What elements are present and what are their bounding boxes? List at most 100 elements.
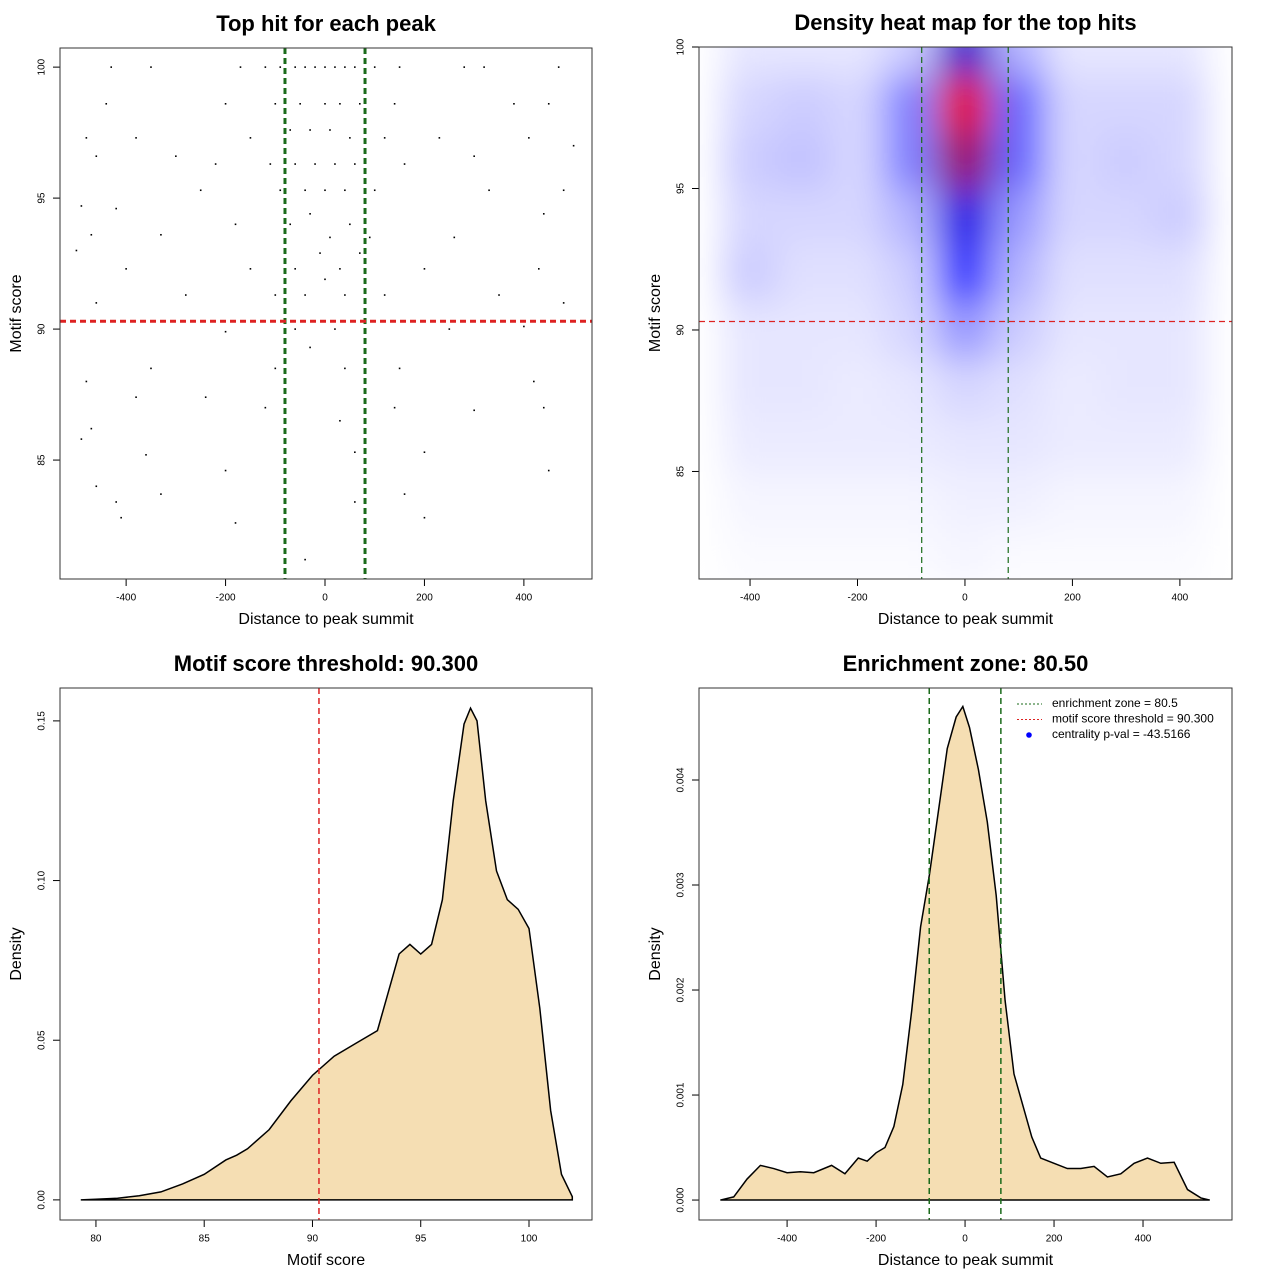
- point: [204, 396, 207, 398]
- point: [334, 163, 336, 165]
- y-axis-label: Motif score: [647, 274, 664, 352]
- point: [398, 367, 401, 370]
- point: [224, 102, 227, 105]
- heat-cell: [1152, 301, 1208, 359]
- point: [542, 406, 545, 409]
- point: [562, 189, 565, 192]
- heat-cell: [830, 187, 885, 246]
- point: [85, 137, 88, 139]
- point: [344, 367, 346, 370]
- point: [95, 302, 98, 304]
- point: [90, 233, 93, 236]
- point: [95, 485, 98, 488]
- heat-cell: [776, 244, 832, 303]
- y-tick-label: 85: [37, 454, 48, 466]
- point: [184, 294, 187, 296]
- point: [334, 328, 336, 330]
- heat-cell: [883, 470, 939, 529]
- point: [448, 328, 451, 330]
- y-tick-label: 0.15: [37, 711, 48, 731]
- legend-label: centrality p-val = -43.5166: [1052, 727, 1191, 741]
- heat-cell: [830, 357, 885, 416]
- x-axis-label: Distance to peak summit: [238, 611, 414, 628]
- legend-point: [1026, 732, 1032, 738]
- heat-cell: [776, 357, 832, 416]
- heat-cell: [776, 527, 832, 579]
- point: [224, 330, 227, 333]
- y-tick-label: 95: [37, 192, 48, 204]
- point: [403, 163, 406, 165]
- point: [562, 302, 565, 304]
- heat-cell: [830, 74, 885, 133]
- x-tick-label: -400: [777, 1234, 797, 1245]
- point: [269, 163, 272, 165]
- point: [354, 163, 356, 165]
- legend-label: enrichment zone = 80.5: [1052, 696, 1178, 710]
- heat-cell: [937, 357, 993, 416]
- heat-cell: [1152, 187, 1208, 246]
- heat-cell: [937, 47, 993, 76]
- point: [393, 406, 396, 409]
- heat-cell: [722, 244, 778, 303]
- point: [324, 278, 326, 281]
- point: [120, 516, 122, 519]
- point: [234, 522, 237, 524]
- heat-cell: [1098, 357, 1154, 416]
- heat-cell: [937, 527, 993, 579]
- heat-cell: [776, 74, 832, 133]
- density-area: [80, 706, 574, 1201]
- heat-cell: [1045, 414, 1100, 472]
- heat-cell: [1098, 47, 1154, 76]
- point: [473, 409, 475, 412]
- x-tick-label: 200: [1046, 1234, 1063, 1245]
- plot-box: [698, 46, 1233, 580]
- point: [538, 268, 540, 270]
- point: [393, 102, 396, 105]
- point: [473, 155, 475, 157]
- heat-cell: [722, 301, 778, 359]
- point: [423, 268, 426, 270]
- point: [304, 66, 306, 68]
- heat-cell: [1152, 244, 1208, 303]
- point: [344, 294, 346, 296]
- point: [80, 205, 83, 207]
- point: [547, 469, 550, 472]
- heat-cell: [722, 357, 778, 416]
- heat-cell: [1098, 187, 1154, 246]
- heat-cell: [830, 470, 885, 529]
- heat-cell: [937, 470, 993, 529]
- point: [115, 207, 117, 210]
- point: [160, 233, 162, 236]
- heat-cell: [991, 244, 1047, 303]
- heatmap: [722, 47, 1208, 579]
- y-tick-label: 95: [676, 182, 687, 194]
- point: [160, 493, 162, 495]
- heat-cell: [1045, 527, 1100, 579]
- x-tick-label: -200: [866, 1234, 886, 1245]
- heat-cell: [1098, 414, 1154, 472]
- point: [145, 454, 147, 456]
- x-tick-label: 80: [90, 1234, 102, 1245]
- point: [324, 66, 326, 68]
- y-tick-label: 0.000: [676, 1187, 687, 1212]
- heat-cell: [883, 244, 939, 303]
- heat-cell: [830, 301, 885, 359]
- heat-cell: [991, 527, 1047, 579]
- density-area: [720, 704, 1210, 1201]
- point: [150, 66, 152, 68]
- point: [314, 66, 316, 68]
- heat-cell: [991, 187, 1047, 246]
- x-tick-label: 85: [199, 1234, 211, 1245]
- point: [294, 163, 296, 165]
- heat-cell: [1098, 470, 1154, 529]
- point: [199, 189, 202, 192]
- heat-cell: [830, 131, 885, 189]
- point: [135, 396, 137, 398]
- y-axis-label: Motif score: [8, 274, 25, 352]
- heat-cell: [1098, 131, 1154, 189]
- x-tick-label: 90: [307, 1234, 319, 1245]
- point: [329, 236, 331, 239]
- heat-cell: [991, 301, 1047, 359]
- legend-label: motif score threshold = 90.300: [1052, 712, 1214, 726]
- point: [383, 137, 386, 139]
